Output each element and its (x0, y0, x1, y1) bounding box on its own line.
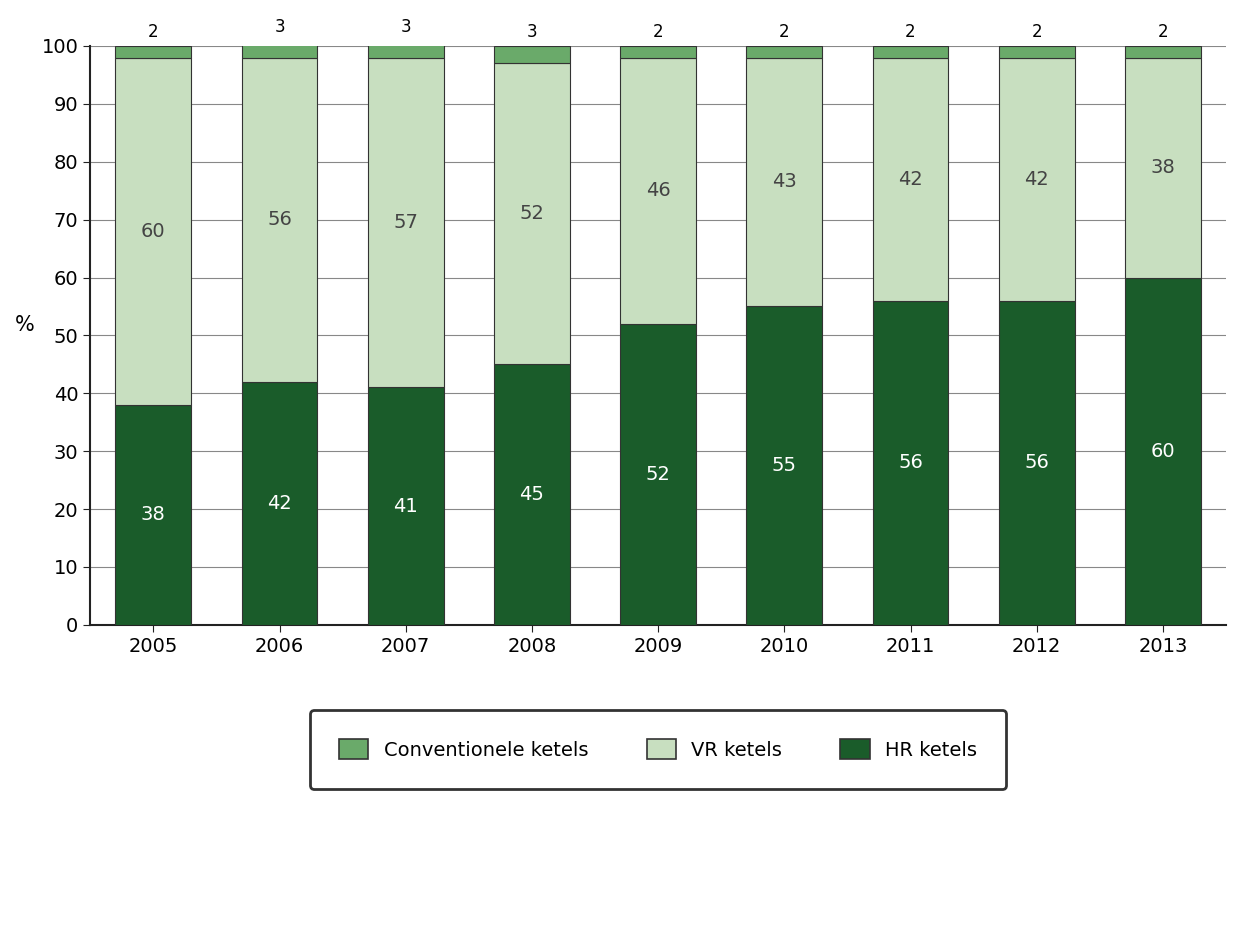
Bar (367, 58, 443, 388)
Text: 52: 52 (645, 465, 670, 484)
Text: 60: 60 (1150, 442, 1175, 460)
Text: 2: 2 (779, 23, 789, 41)
Bar (242, 40, 318, 58)
Text: 2: 2 (905, 23, 916, 41)
Bar (999, 58, 1075, 301)
Bar (242, 382, 318, 625)
Bar (620, 324, 696, 625)
Bar (620, 46, 696, 58)
Text: 42: 42 (1024, 170, 1049, 189)
Bar (872, 46, 948, 58)
Bar (1126, 58, 1201, 277)
Text: 2: 2 (1031, 23, 1042, 41)
Bar (1126, 277, 1201, 625)
Text: 43: 43 (772, 173, 797, 191)
Text: 45: 45 (520, 485, 545, 504)
Bar (620, 58, 696, 324)
Text: 56: 56 (898, 453, 923, 473)
Text: 3: 3 (274, 18, 285, 35)
Bar (242, 58, 318, 382)
Text: 41: 41 (393, 497, 418, 516)
Text: 42: 42 (267, 494, 292, 513)
Text: 3: 3 (401, 18, 411, 35)
Text: 56: 56 (1024, 453, 1049, 473)
Bar (115, 58, 191, 404)
Text: 3: 3 (526, 23, 537, 41)
Bar (872, 58, 948, 301)
Bar (494, 364, 570, 625)
Text: 2: 2 (1158, 23, 1168, 41)
Text: 42: 42 (898, 170, 923, 189)
Bar (494, 46, 570, 64)
Text: 2: 2 (148, 23, 159, 41)
Bar (115, 404, 191, 625)
Text: 2: 2 (653, 23, 664, 41)
Text: 60: 60 (141, 221, 165, 241)
Text: 57: 57 (393, 213, 418, 232)
Bar (494, 64, 570, 364)
Text: 38: 38 (141, 505, 166, 524)
Bar (999, 46, 1075, 58)
Bar (1126, 46, 1201, 58)
Text: 38: 38 (1150, 158, 1175, 177)
Bar (872, 301, 948, 625)
Bar (367, 40, 443, 58)
Text: 55: 55 (772, 456, 797, 475)
Bar (115, 46, 191, 58)
Bar (746, 46, 823, 58)
Bar (999, 301, 1075, 625)
Y-axis label: %: % (15, 316, 35, 335)
Bar (746, 58, 823, 306)
Text: 52: 52 (520, 205, 545, 223)
Text: 56: 56 (267, 210, 292, 229)
Text: 46: 46 (645, 181, 670, 200)
Bar (367, 388, 443, 625)
Bar (746, 306, 823, 625)
Legend: Conventionele ketels, VR ketels, HR ketels: Conventionele ketels, VR ketels, HR kete… (310, 710, 1006, 788)
